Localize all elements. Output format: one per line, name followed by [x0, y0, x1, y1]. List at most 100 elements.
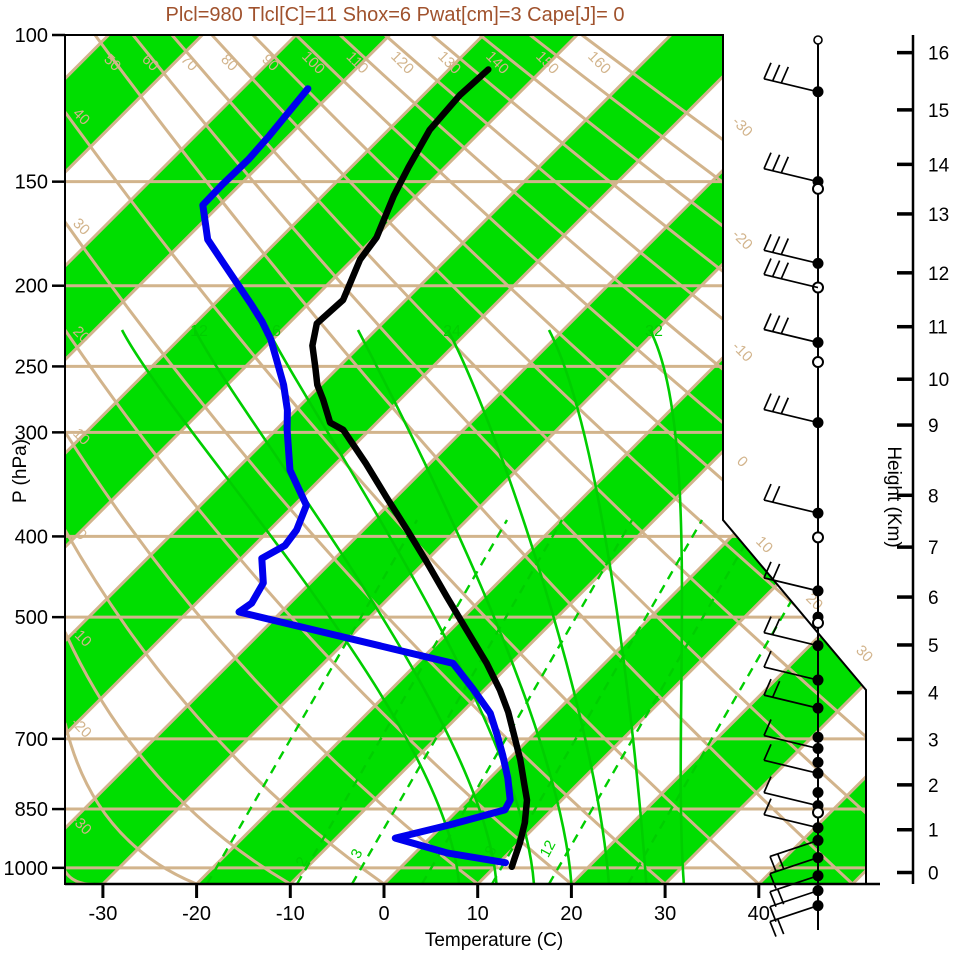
dry-adiabat-line: [93, 35, 854, 884]
wind-barb-tick: [776, 853, 785, 870]
wind-station-open: [812, 356, 824, 369]
mixing-ratio-line: [626, 519, 840, 884]
grid-label: 850: [15, 799, 48, 821]
wind-barb-shaft: [763, 408, 819, 424]
wind-barb-shaft: [763, 77, 819, 93]
dry-adiabat-line: [210, 35, 866, 884]
isotherm-line: [65, 35, 298, 884]
grid-label: 80: [217, 51, 241, 75]
calm-symbol: [813, 35, 823, 45]
isotherm-band: [65, 35, 390, 884]
wind-barb-shaft: [763, 167, 819, 183]
wind-barb-shaft: [763, 734, 819, 750]
grid-label: 12: [537, 838, 560, 861]
chart-title: Plcl=980 Tlcl[C]=11 Shox=6 Pwat[cm]=3 Ca…: [165, 4, 625, 26]
grid-label: 15: [928, 101, 949, 122]
grid-label: 300: [15, 422, 48, 444]
grid-label: 0: [733, 453, 751, 471]
wind-barb-shaft: [763, 759, 819, 775]
wind-barb-shaft: [769, 904, 819, 923]
dry-adiabat-line: [65, 221, 667, 884]
wind-barb-shaft: [769, 856, 819, 875]
wind-barb-tick: [763, 678, 772, 696]
temperature-axis-label: Temperature (C): [424, 930, 564, 951]
wind-barb-tick: [780, 262, 790, 280]
wind-station-open: [812, 616, 824, 629]
grid-label: 10: [928, 370, 949, 391]
grid-label: 8: [928, 486, 939, 507]
isotherm-line: [0, 35, 15, 884]
isotherm-line: [664, 35, 866, 884]
wind-barb-shaft: [769, 889, 819, 908]
grid-label: 0: [378, 903, 389, 925]
dry-adiabat-line: [384, 35, 866, 884]
grid-label: -10: [729, 338, 756, 365]
wind-barb-shaft: [763, 813, 819, 829]
temperature-curve: [309, 66, 531, 871]
grid-label: -30: [729, 113, 756, 140]
grid-label: 5: [928, 636, 939, 657]
temperature-curve-line: [309, 66, 531, 871]
grid-label: 2: [928, 776, 939, 797]
wind-barb-tick: [763, 561, 772, 579]
wind-barb-tick: [763, 393, 772, 410]
grid-label: 14: [928, 155, 950, 176]
dry-adiabat-line: [65, 431, 479, 884]
wind-station-filled: [812, 787, 824, 799]
wind-barb-tick: [780, 317, 790, 335]
moist-adiabat-line: [547, 329, 648, 884]
grid-label: 400: [15, 526, 48, 548]
grid-label: 10: [752, 533, 776, 557]
grid-label: 40: [748, 903, 770, 925]
isotherm-band: [65, 35, 866, 884]
wind-barb-tick: [771, 154, 781, 172]
wind-barb-tick: [771, 563, 781, 581]
grid-label: 100: [15, 25, 48, 47]
isotherm-band: [65, 35, 578, 884]
moist-adiabat-line: [648, 329, 686, 884]
wind-barb-tick: [771, 64, 781, 82]
wind-barb-shaft: [763, 791, 819, 807]
wind-barb-tick: [763, 233, 772, 251]
mixing-ratio-line: [205, 519, 419, 884]
wind-barb-tick: [763, 719, 772, 736]
wind-barb-shaft: [763, 273, 819, 289]
grid-label: 6: [928, 588, 939, 609]
grid-label: -30: [88, 903, 117, 925]
moist-adiabat-line: [356, 329, 573, 884]
wind-barb-tick: [763, 313, 772, 330]
isotherm-band: [65, 35, 765, 884]
grid-label: 1: [928, 821, 939, 842]
dry-adiabat-line: [65, 722, 198, 884]
grid-label: -10: [276, 903, 305, 925]
mixing-ratio-line: [350, 519, 564, 884]
dry-adiabat-line: [479, 35, 866, 884]
wind-barb-tick: [771, 485, 781, 503]
dry-adiabat-line: [170, 35, 866, 884]
grid-label: -20: [182, 903, 211, 925]
dewpoint-curve: [199, 85, 514, 867]
mixing-ratio-line: [547, 519, 761, 884]
wind-barb-tick: [763, 650, 772, 668]
moist-adiabats: [120, 329, 686, 884]
grid-label: 30: [852, 642, 876, 666]
isotherm-line: [65, 35, 766, 884]
grid-label: 7: [928, 538, 939, 559]
grid-label: 0: [928, 864, 939, 885]
grid-label: 160: [584, 48, 614, 78]
isotherm-line: [65, 35, 485, 884]
dry-adiabat-line: [65, 529, 385, 884]
moist-adiabat-line: [446, 329, 611, 884]
grid-label: 24: [443, 323, 461, 340]
dry-adiabat-line: [65, 111, 760, 884]
grid-label: 9: [928, 416, 939, 437]
dry-adiabat-line: [65, 631, 292, 884]
wind-barb-tick: [771, 680, 781, 698]
wind-barb-tick: [780, 397, 790, 415]
wind-barb-tick: [769, 873, 777, 889]
grid-label: 500: [15, 607, 48, 629]
grid-label: -20: [729, 226, 756, 253]
wind-barb-tick: [771, 236, 781, 253]
wind-barb-tick: [763, 258, 772, 275]
wind-barb-tick: [780, 238, 790, 255]
